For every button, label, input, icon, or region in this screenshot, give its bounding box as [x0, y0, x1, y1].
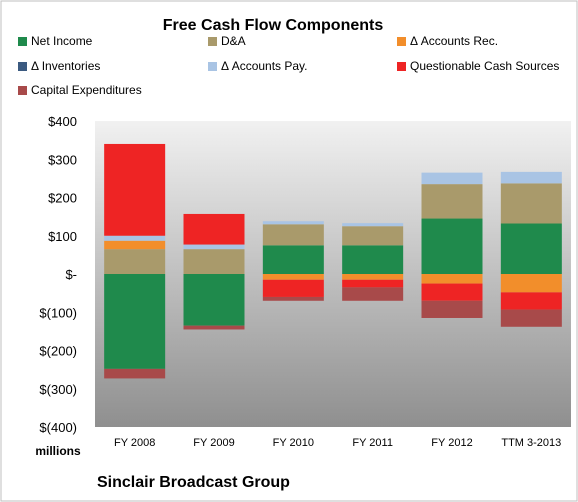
y-tick-label: $- — [65, 267, 77, 282]
bar-d-a-fy-2009 — [183, 249, 245, 274]
x-tick-label: FY 2009 — [193, 437, 234, 449]
bar-net-income-ttm-3-2013 — [500, 223, 562, 274]
bar-accounts-pay-fy-2009 — [183, 244, 245, 250]
x-tick-label: FY 2011 — [352, 437, 393, 449]
y-tick-label: $(400) — [39, 420, 77, 435]
legend-swatch-d-a — [208, 37, 217, 46]
bar-net-income-fy-2008 — [104, 274, 166, 369]
bar-net-income-fy-2011 — [342, 245, 404, 274]
legend-swatch-accounts-rec — [397, 37, 406, 46]
legend-swatch-inventories — [18, 62, 27, 71]
legend-swatch-questionable-cash-sources — [397, 62, 406, 71]
x-tick-label: FY 2008 — [114, 437, 155, 449]
legend: Net Income D&A Δ Accounts Rec. Δ Inventorie… — [18, 34, 559, 97]
y-tick-label: $300 — [48, 152, 77, 167]
bar-accounts-rec-fy-2010 — [262, 274, 324, 280]
chart-title: Free Cash Flow Components — [163, 17, 384, 34]
bar-capital-expenditures-fy-2011 — [342, 287, 404, 301]
bar-capital-expenditures-fy-2008 — [104, 368, 166, 379]
x-axis: FY 2008 FY 2009 FY 2010 FY 2011 FY 2012 TTM 3… — [114, 437, 561, 449]
bar-d-a-fy-2010 — [262, 224, 324, 246]
y-tick-label: $100 — [48, 229, 77, 244]
legend-swatch-accounts-pay — [208, 62, 217, 71]
bar-capital-expenditures-fy-2012 — [421, 300, 483, 318]
bar-questionable-cash-sources-ttm-3-2013 — [500, 292, 562, 310]
y-tick-label: $(300) — [39, 382, 77, 397]
bar-questionable-cash-sources-fy-2009 — [183, 213, 245, 245]
x-tick-label: TTM 3-2013 — [501, 437, 561, 449]
y-axis: $400 $300 $200 $100 $- $(100) $(200) $(300) $(40… — [39, 114, 77, 435]
y-tick-label: $(200) — [39, 344, 77, 359]
legend-swatch-capital-expenditures — [18, 86, 27, 95]
bar-accounts-rec-ttm-3-2013 — [500, 274, 562, 293]
footer-label: Sinclair Broadcast Group — [97, 474, 290, 491]
x-tick-label: FY 2010 — [273, 437, 314, 449]
bar-accounts-pay-fy-2010 — [262, 221, 324, 225]
legend-label-capital-expenditures: Capital Expenditures — [31, 83, 142, 97]
bar-net-income-fy-2009 — [183, 274, 245, 326]
bar-capital-expenditures-fy-2010 — [262, 296, 324, 301]
bar-d-a-fy-2011 — [342, 226, 404, 246]
y-tick-label: $(100) — [39, 305, 77, 320]
bar-d-a-ttm-3-2013 — [500, 183, 562, 224]
bar-accounts-rec-fy-2008 — [104, 240, 166, 250]
bars — [104, 143, 562, 379]
bar-capital-expenditures-ttm-3-2013 — [500, 309, 562, 327]
bar-capital-expenditures-fy-2009 — [183, 325, 245, 330]
legend-label-inventories: Δ Inventories — [31, 59, 100, 73]
x-tick-label: FY 2012 — [431, 437, 472, 449]
legend-label-net-income: Net Income — [31, 34, 93, 48]
bar-net-income-fy-2010 — [262, 245, 324, 274]
plot-area — [95, 121, 571, 427]
bar-questionable-cash-sources-fy-2010 — [262, 279, 324, 297]
bar-questionable-cash-sources-fy-2008 — [104, 143, 166, 236]
bar-net-income-fy-2012 — [421, 218, 483, 274]
legend-label-accounts-rec: Δ Accounts Rec. — [410, 34, 498, 48]
bar-questionable-cash-sources-fy-2011 — [342, 279, 404, 288]
unit-label: millions — [35, 444, 81, 458]
bar-accounts-pay-fy-2011 — [342, 223, 404, 227]
bar-accounts-pay-fy-2008 — [104, 235, 166, 241]
bar-accounts-rec-fy-2012 — [421, 274, 483, 284]
legend-label-questionable-cash-sources: Questionable Cash Sources — [410, 59, 559, 73]
bar-accounts-pay-fy-2012 — [421, 172, 483, 185]
bar-questionable-cash-sources-fy-2012 — [421, 283, 483, 301]
legend-label-d-a: D&A — [221, 34, 246, 48]
bar-accounts-rec-fy-2011 — [342, 274, 404, 280]
y-tick-label: $200 — [48, 191, 77, 206]
y-tick-label: $400 — [48, 114, 77, 129]
bar-accounts-pay-ttm-3-2013 — [500, 171, 562, 184]
legend-swatch-net-income — [18, 37, 27, 46]
bar-d-a-fy-2012 — [421, 184, 483, 219]
legend-label-accounts-pay: Δ Accounts Pay. — [221, 59, 308, 73]
bar-d-a-fy-2008 — [104, 249, 166, 274]
